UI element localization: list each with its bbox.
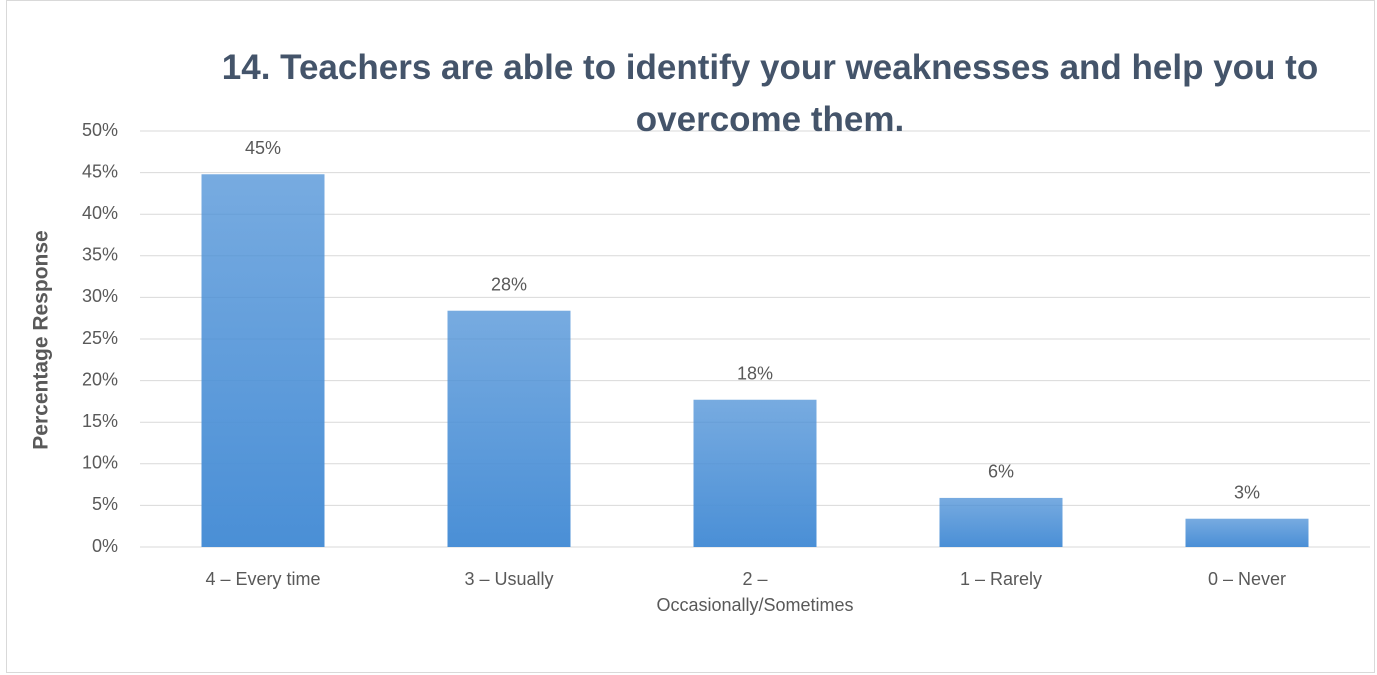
y-tick-label: 20%: [82, 369, 118, 389]
bar: [693, 399, 817, 547]
y-tick-label: 50%: [82, 120, 118, 140]
y-tick-label: 40%: [82, 203, 118, 223]
y-tick-label: 25%: [82, 328, 118, 348]
data-label: 6%: [988, 462, 1014, 482]
data-label: 28%: [491, 274, 527, 294]
y-tick-label: 30%: [82, 286, 118, 306]
bar: [201, 174, 325, 547]
bar: [1185, 518, 1309, 547]
y-tick-label: 35%: [82, 245, 118, 265]
x-tick-label: 4 – Every time: [205, 569, 321, 589]
y-tick-label: 45%: [82, 161, 118, 181]
chart-title: 14. Teachers are able to identify your w…: [221, 48, 1319, 139]
y-tick-label: 10%: [82, 453, 118, 473]
data-label: 45%: [245, 138, 281, 158]
y-axis-title: Percentage Response: [30, 230, 53, 449]
y-tick-label: 5%: [92, 494, 118, 514]
x-tick-label: 0 – Never: [1207, 569, 1287, 589]
y-tick-label: 0%: [92, 536, 118, 556]
x-tick-label: 1 – Rarely: [959, 569, 1043, 589]
chart-frame: [6, 0, 1375, 673]
x-tick-label: 2 – Occasionally/Sometimes: [656, 569, 854, 615]
data-label: 18%: [737, 363, 773, 383]
x-tick-label: 3 – Usually: [464, 569, 554, 589]
bar: [447, 310, 571, 547]
data-label: 3%: [1234, 482, 1260, 502]
bar: [939, 497, 1063, 547]
y-tick-label: 15%: [82, 411, 118, 431]
